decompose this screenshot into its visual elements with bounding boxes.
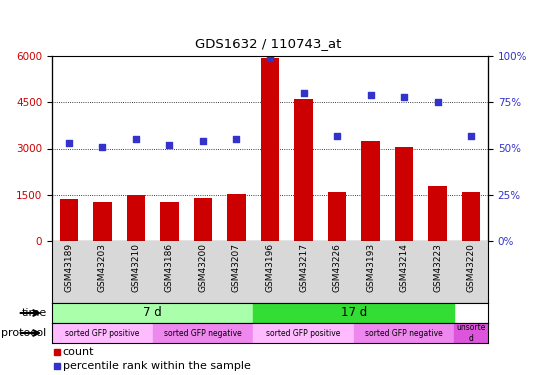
Text: GSM43210: GSM43210: [131, 243, 140, 292]
Bar: [153, 323, 253, 343]
Bar: [361, 141, 380, 241]
Point: [434, 99, 442, 105]
Text: GSM43220: GSM43220: [467, 243, 476, 292]
Text: GSM43203: GSM43203: [98, 243, 107, 292]
Text: time: time: [21, 308, 47, 318]
Point: [98, 144, 107, 150]
Bar: [227, 194, 245, 241]
Text: GDS1632 / 110743_at: GDS1632 / 110743_at: [195, 37, 341, 50]
Bar: [52, 241, 488, 303]
Point: [467, 132, 475, 138]
Text: GSM43189: GSM43189: [64, 243, 73, 292]
Bar: [455, 323, 488, 343]
Bar: [93, 202, 111, 241]
Bar: [328, 192, 346, 241]
Bar: [253, 303, 455, 323]
Text: 7 d: 7 d: [143, 306, 162, 320]
Bar: [462, 192, 480, 241]
Bar: [294, 99, 313, 241]
Point: [64, 140, 73, 146]
Bar: [126, 195, 145, 241]
Bar: [428, 186, 447, 241]
Text: 17 d: 17 d: [341, 306, 367, 320]
Text: GSM43200: GSM43200: [198, 243, 207, 292]
Point: [199, 138, 207, 144]
Text: unsorte
d: unsorte d: [457, 323, 486, 343]
Text: count: count: [63, 347, 94, 357]
Point: [232, 136, 241, 142]
Text: GSM43196: GSM43196: [265, 243, 274, 292]
Text: sorted GFP negative: sorted GFP negative: [164, 328, 242, 338]
Text: sorted GFP negative: sorted GFP negative: [365, 328, 443, 338]
Text: protocol: protocol: [2, 328, 47, 338]
Point: [299, 90, 308, 96]
Point: [400, 94, 408, 100]
Bar: [395, 147, 413, 241]
Point: [333, 132, 341, 138]
Text: percentile rank within the sample: percentile rank within the sample: [63, 361, 250, 371]
Text: GSM43217: GSM43217: [299, 243, 308, 292]
Text: GSM43207: GSM43207: [232, 243, 241, 292]
Point: [165, 142, 174, 148]
Bar: [261, 57, 279, 241]
Bar: [59, 200, 78, 241]
Bar: [160, 202, 178, 241]
Text: sorted GFP positive: sorted GFP positive: [65, 328, 139, 338]
Text: sorted GFP positive: sorted GFP positive: [266, 328, 341, 338]
Text: GSM43226: GSM43226: [332, 243, 341, 292]
Bar: [354, 323, 455, 343]
Point: [366, 92, 375, 98]
Bar: [253, 323, 354, 343]
Bar: [52, 323, 153, 343]
Point: [266, 55, 274, 61]
Text: GSM43223: GSM43223: [433, 243, 442, 292]
Bar: [52, 303, 253, 323]
Text: GSM43214: GSM43214: [400, 243, 408, 292]
Bar: [193, 198, 212, 241]
Point: [131, 136, 140, 142]
Text: GSM43193: GSM43193: [366, 243, 375, 292]
Text: GSM43186: GSM43186: [165, 243, 174, 292]
